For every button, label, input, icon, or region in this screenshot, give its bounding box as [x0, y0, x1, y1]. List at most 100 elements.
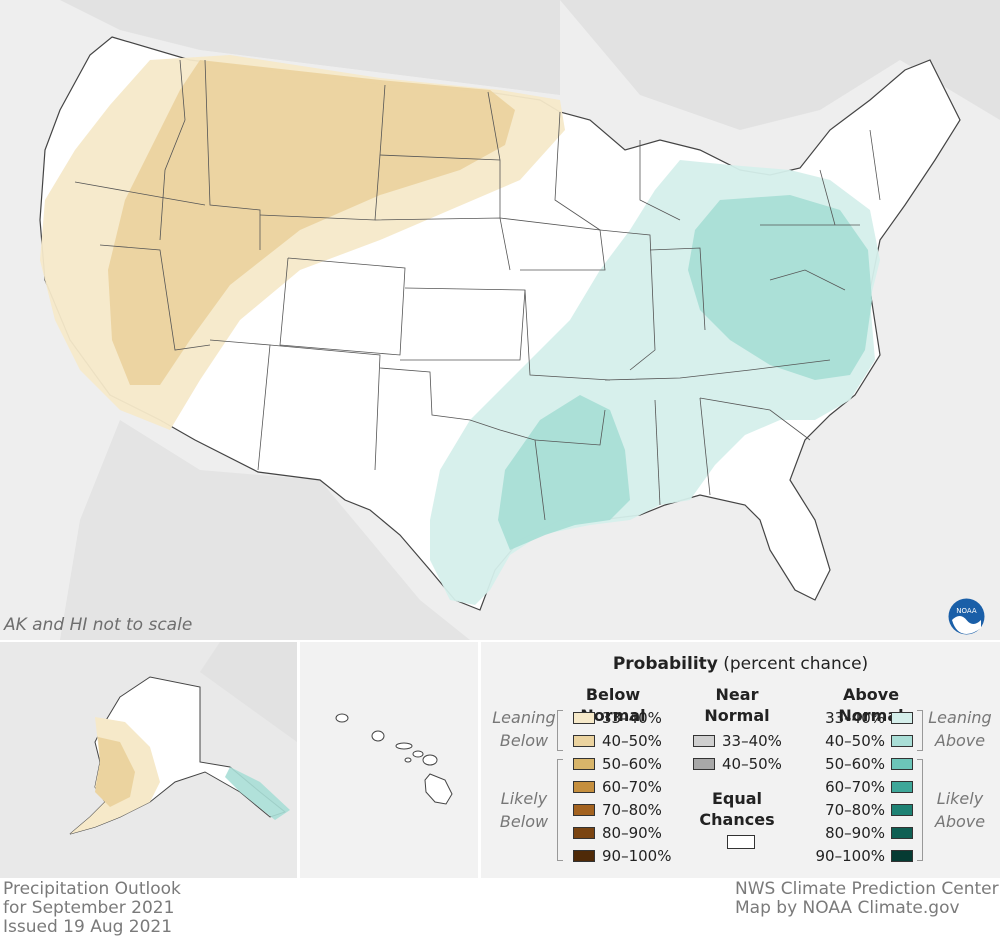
below-label-3: 60–70%: [602, 778, 662, 796]
below-row-1: 40–50%: [573, 732, 662, 750]
near-swatch-0: [693, 735, 715, 747]
state-borders: [74, 59, 881, 521]
below-swatch-2: [573, 758, 595, 770]
equal-chances-line1: Equal: [711, 789, 763, 808]
equal-chances-swatch: [727, 835, 755, 849]
near-normal-heading-line2: Normal: [704, 706, 770, 725]
likely-above-label: Likely Above: [919, 787, 1000, 833]
map-title-line3: Issued 19 Aug 2021: [3, 917, 173, 937]
leaning-below-label: Leaning Below: [483, 706, 565, 752]
below-label-1: 40–50%: [602, 732, 662, 750]
equal-chances-heading: Equal Chances: [691, 788, 783, 830]
noaa-logo-text: NOAA: [956, 607, 977, 615]
legend-title-bold: Probability: [612, 654, 718, 674]
likely-below-line1: Likely: [500, 789, 548, 808]
below-row-5: 80–90%: [573, 824, 662, 842]
above-row-0: 33–40%: [813, 709, 913, 727]
credit-block: NWS Climate Prediction Center Map by NOA…: [735, 880, 999, 918]
below-swatch-3: [573, 781, 595, 793]
near-swatch-1: [693, 758, 715, 770]
above-swatch-3: [891, 781, 913, 793]
map-title-line1: Precipitation Outlook: [3, 879, 181, 899]
noaa-logo: NOAA: [948, 598, 985, 635]
alaska-above-33-40-region: [225, 767, 290, 820]
below-swatch-5: [573, 827, 595, 839]
leaning-below-bracket: [557, 710, 563, 751]
above-swatch-6: [891, 850, 913, 862]
above-normal-40-50-east-region: [688, 195, 872, 380]
below-normal-heading: Below Normal: [580, 685, 646, 725]
leaning-below-line2: Below: [499, 731, 549, 750]
conus-map: AK and HI not to scale NOAA: [0, 0, 1000, 640]
above-label-2: 50–60%: [825, 755, 885, 773]
legend-title-rest: (percent chance): [717, 654, 869, 674]
below-row-2: 50–60%: [573, 755, 662, 773]
above-row-3: 60–70%: [813, 778, 913, 796]
below-normal-40-50-region: [108, 60, 515, 385]
below-row-6: 90–100%: [573, 847, 672, 865]
below-label-4: 70–80%: [602, 801, 662, 819]
hawaii-map-svg: [300, 642, 478, 878]
map-title-line2: for September 2021: [3, 898, 175, 918]
above-row-1: 40–50%: [813, 732, 913, 750]
below-row-4: 70–80%: [573, 801, 662, 819]
near-label-1: 40–50%: [722, 755, 782, 773]
below-label-6: 90–100%: [602, 847, 672, 865]
likely-above-line1: Likely: [936, 789, 984, 808]
conus-map-svg: [39, 0, 1000, 640]
likely-below-bracket: [557, 759, 563, 861]
above-normal-heading: Above Normal: [838, 685, 904, 725]
likely-below-line2: Below: [499, 812, 549, 831]
scale-note: AK and HI not to scale: [4, 615, 193, 635]
credit-line2: Map by NOAA Climate.gov: [735, 898, 960, 918]
below-label-5: 80–90%: [602, 824, 662, 842]
canada-land: [560, 0, 1000, 130]
hawaii-islands: [335, 713, 453, 805]
above-row-4: 70–80%: [813, 801, 913, 819]
near-row-0: 33–40%: [693, 732, 782, 750]
canada-west-land: [60, 0, 560, 95]
above-label-1: 40–50%: [825, 732, 885, 750]
below-swatch-4: [573, 804, 595, 816]
above-label-4: 70–80%: [825, 801, 885, 819]
near-row-1: 40–50%: [693, 755, 782, 773]
leaning-above-line1: Leaning: [928, 708, 992, 727]
below-row-0: 33–40%: [573, 709, 662, 727]
leaning-above-line2: Above: [934, 731, 986, 750]
leaning-below-line1: Leaning: [492, 708, 556, 727]
above-row-2: 50–60%: [813, 755, 913, 773]
below-swatch-6: [573, 850, 595, 862]
above-swatch-4: [891, 804, 913, 816]
alaska-map: [0, 642, 297, 878]
leaning-above-bracket: [917, 710, 923, 751]
leaning-above-label: Leaning Above: [919, 706, 1000, 752]
above-swatch-1: [891, 735, 913, 747]
below-swatch-1: [573, 735, 595, 747]
near-label-0: 33–40%: [722, 732, 782, 750]
below-label-0: 33–40%: [602, 709, 662, 727]
below-row-3: 60–70%: [573, 778, 662, 796]
near-normal-heading: Near Normal: [691, 684, 783, 726]
alaska-below-40-50-region: [95, 737, 135, 807]
canada-yukon-land: [200, 642, 297, 742]
above-label-0: 33–40%: [825, 709, 885, 727]
above-label-3: 60–70%: [825, 778, 885, 796]
mexico-land: [60, 420, 470, 640]
near-normal-heading-line1: Near: [715, 685, 759, 704]
likely-below-label: Likely Below: [483, 787, 565, 833]
above-label-5: 80–90%: [825, 824, 885, 842]
hawaii-map: [300, 642, 478, 878]
above-swatch-2: [891, 758, 913, 770]
legend-title: Probability (percent chance): [481, 654, 1000, 674]
above-row-6: 90–100%: [799, 847, 913, 865]
likely-above-line2: Above: [934, 812, 986, 831]
credit-line1: NWS Climate Prediction Center: [735, 879, 999, 899]
below-swatch-0: [573, 712, 595, 724]
above-swatch-0: [891, 712, 913, 724]
likely-above-bracket: [917, 759, 923, 861]
above-normal-40-50-south-region: [498, 395, 630, 550]
map-title-block: Precipitation Outlook for September 2021…: [3, 880, 181, 937]
above-label-6: 90–100%: [815, 847, 885, 865]
above-swatch-5: [891, 827, 913, 839]
alaska-map-svg: [0, 642, 297, 878]
